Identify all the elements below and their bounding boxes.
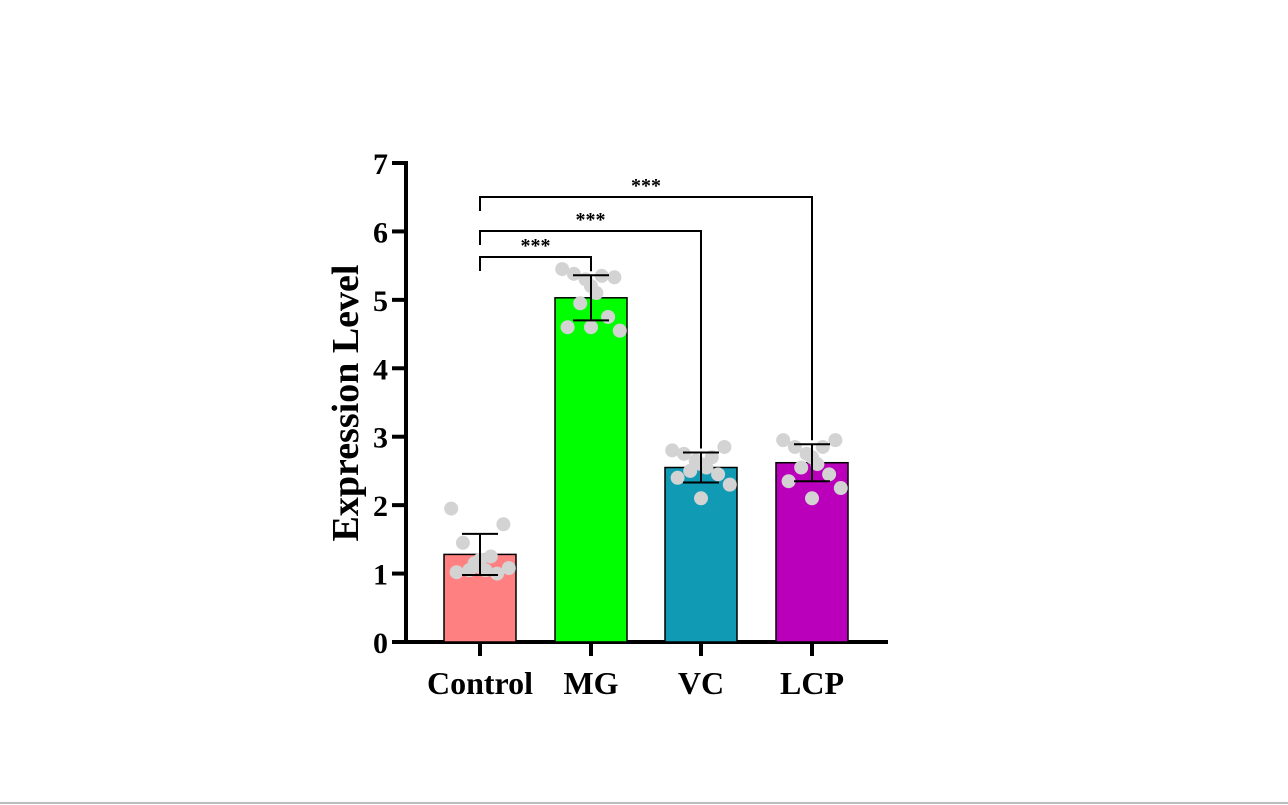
significance-bracket — [479, 256, 592, 272]
data-point — [665, 443, 680, 458]
bar — [554, 297, 628, 643]
significance-label: *** — [576, 209, 606, 231]
data-point — [676, 446, 691, 461]
y-tick-label: 1 — [373, 559, 388, 592]
data-point — [483, 549, 498, 564]
data-point — [694, 491, 708, 506]
y-axis-label: Expression Level — [325, 265, 367, 542]
data-point — [670, 470, 685, 485]
data-point — [455, 535, 470, 550]
data-point — [810, 457, 825, 472]
y-tick-label: 5 — [373, 285, 388, 318]
data-point — [805, 491, 819, 506]
data-point — [722, 477, 737, 492]
data-point — [683, 463, 698, 478]
bottom-divider — [0, 802, 1288, 804]
significance-label: *** — [631, 175, 661, 197]
data-point — [501, 561, 516, 576]
data-point — [699, 460, 714, 475]
x-tick-label: LCP — [780, 665, 844, 701]
data-point — [478, 563, 493, 578]
x-tick-label: Control — [427, 665, 533, 701]
y-tick-label: 2 — [373, 490, 388, 523]
data-points — [444, 262, 848, 581]
significance-bracket — [479, 230, 702, 449]
x-tick-label: VC — [678, 665, 724, 701]
data-point — [573, 296, 588, 311]
data-point — [555, 262, 570, 277]
data-point — [449, 565, 464, 580]
y-tick-label: 3 — [373, 422, 388, 455]
data-point — [607, 270, 622, 285]
data-point — [776, 433, 791, 448]
data-point — [794, 460, 809, 475]
data-point — [560, 320, 575, 335]
error-bars — [462, 274, 830, 576]
data-point — [584, 320, 598, 335]
data-point — [815, 439, 830, 454]
data-point — [601, 309, 616, 324]
y-tick-label: 0 — [373, 627, 388, 660]
significance-bracket — [479, 196, 813, 441]
data-point — [444, 501, 459, 516]
data-point — [462, 563, 477, 578]
bars — [443, 297, 849, 643]
y-tick-label: 7 — [373, 148, 388, 181]
data-point — [566, 266, 581, 281]
data-point — [781, 474, 796, 489]
data-point — [704, 450, 719, 465]
data-point — [787, 439, 802, 454]
axes: 0 1 2 3 4 5 6 7 Control MG VC LCP — [373, 148, 888, 701]
y-tick-label: 4 — [373, 353, 388, 386]
data-point — [711, 467, 726, 482]
data-point — [822, 467, 837, 482]
data-point — [833, 481, 848, 496]
data-point — [612, 323, 627, 338]
data-point — [717, 439, 732, 454]
x-tick-label: MG — [563, 665, 618, 701]
y-tick-label: 6 — [373, 216, 388, 249]
data-point — [496, 517, 511, 532]
significance-brackets: *** *** *** — [479, 175, 813, 449]
data-point — [589, 286, 604, 301]
data-point — [828, 433, 843, 448]
significance-label: *** — [521, 235, 551, 257]
data-point — [490, 566, 505, 581]
